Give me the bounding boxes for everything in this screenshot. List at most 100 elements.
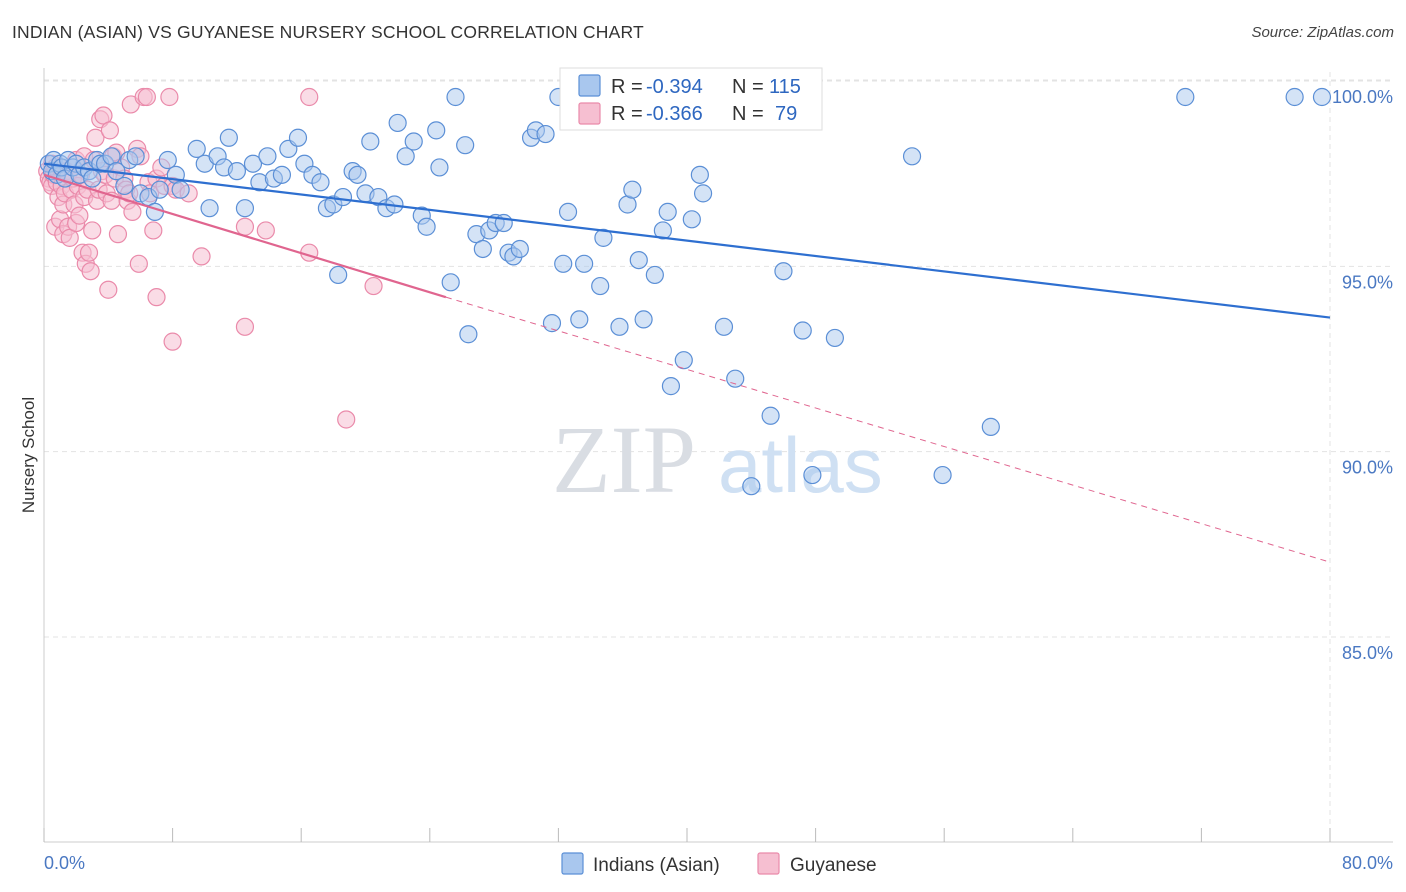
indians-asian-point (388, 113, 407, 133)
indians-asian-point (674, 351, 693, 370)
guyanese-point (147, 288, 166, 307)
indians-asian-point (981, 417, 1000, 436)
legend-swatch-blue (578, 74, 601, 97)
indians-asian-point (570, 310, 589, 329)
indians-asian-point (658, 202, 677, 222)
indians-asian-point (456, 136, 475, 155)
indians-asian-point (714, 317, 734, 336)
indians-asian-point (536, 124, 555, 144)
legend-r-label-1: R = (611, 76, 643, 98)
guyanese-point (81, 262, 100, 281)
chart-title: INDIAN (ASIAN) VS GUYANESE NURSERY SCHOO… (12, 22, 644, 42)
indians-asian-point (348, 165, 367, 184)
legend-n-value-1: 115 (769, 76, 801, 98)
indians-asian-point (726, 369, 745, 388)
indians-asian-point (158, 150, 177, 170)
indians-asian-point (200, 199, 219, 218)
guyanese-point (235, 217, 255, 236)
guyanese-point (235, 317, 255, 336)
indians-asian-point (361, 132, 380, 151)
watermark-atlas: atlas (718, 421, 883, 509)
legend-r-value-1: -0.394 (646, 76, 703, 98)
guyanese-point (144, 221, 163, 240)
guyanese-point (70, 206, 89, 225)
indians-asian-point (902, 147, 922, 166)
indians-asian-point (235, 199, 255, 218)
series-legend: Indians (Asian) Guyanese (561, 852, 877, 876)
indians-asian-point (591, 276, 610, 296)
indians-asian-point (661, 377, 681, 396)
y-tick-label: 95.0% (1342, 272, 1393, 292)
indians-asian-point (441, 273, 460, 292)
guyanese-point (86, 128, 105, 147)
indians-asian-point (510, 239, 529, 259)
guyanese-point (337, 410, 356, 429)
source-credit: Source: ZipAtlas.com (1251, 24, 1394, 41)
indians-asian-point (825, 328, 844, 348)
guyanese-point (163, 332, 182, 351)
indians-asian-points (39, 87, 1332, 496)
guyanese-point (160, 87, 179, 107)
guyanese-point (300, 87, 319, 107)
y-tick-labels: 85.0% 90.0% 95.0% 100.0% (1332, 87, 1393, 663)
x-tick-label-max: 80.0% (1342, 853, 1393, 873)
indians-asian-point (761, 406, 780, 425)
indians-asian-point (404, 132, 423, 151)
indians-asian-point (693, 184, 713, 203)
legend-swatch-pink (578, 102, 601, 125)
guyanese-point (83, 221, 102, 240)
indians-asian-point (115, 176, 134, 196)
indians-asian-point (690, 165, 709, 184)
indians-asian-point (629, 250, 648, 270)
indians-asian-point (542, 314, 562, 333)
legend-r-label-2: R = (611, 103, 643, 125)
bottom-legend-swatch-guyanese (757, 852, 780, 875)
legend-n-label-1: N = (732, 76, 764, 98)
indians-asian-point (396, 147, 415, 166)
indians-asian-point (430, 158, 449, 177)
bottom-legend-label-indians: Indians (Asian) (593, 855, 720, 876)
guyanese-point (256, 221, 275, 240)
legend-r-value-2: -0.366 (646, 103, 703, 125)
indians-asian-point (653, 221, 672, 240)
guyanese-point (108, 225, 128, 244)
indians-asian-point (187, 139, 206, 158)
axes-layer (43, 68, 1393, 843)
indians-asian-point (645, 265, 664, 285)
watermark-zip: ZIP (552, 406, 696, 513)
guyanese-point (364, 276, 383, 296)
indians-asian-point (126, 147, 145, 166)
guyanese-point (137, 87, 156, 107)
indians-asian-point (742, 477, 761, 496)
guyanese-trend-line (43, 173, 447, 299)
bottom-legend-label-guyanese: Guyanese (790, 855, 877, 876)
indians-asian-point (219, 128, 238, 147)
indians-asian-point (933, 465, 952, 485)
indians-asian-point (473, 239, 492, 259)
indians-asian-point (459, 325, 478, 344)
indians-asian-point (427, 121, 446, 140)
indians-asian-point (417, 217, 436, 236)
indians-asian-point (1312, 87, 1332, 107)
indians-asian-point (774, 262, 793, 281)
indians-asian-point (288, 128, 308, 147)
y-tick-label: 100.0% (1332, 87, 1393, 107)
indians-asian-point (150, 180, 169, 199)
indians-asian-point (446, 87, 465, 107)
guyanese-point (79, 243, 99, 262)
indians-asian-trend-line (43, 162, 1331, 319)
trend-lines (43, 162, 1331, 563)
indians-asian-point (610, 317, 629, 336)
indians-asian-point (554, 254, 573, 273)
y-tick-label: 85.0% (1342, 643, 1393, 663)
indians-asian-point (682, 210, 701, 229)
indians-asian-point (258, 147, 277, 166)
guyanese-point (129, 254, 148, 273)
indians-asian-point (227, 162, 246, 181)
guyanese-point (100, 121, 120, 140)
indians-asian-point (1176, 87, 1195, 107)
guyanese-points (38, 87, 383, 429)
guyanese-point (192, 247, 211, 266)
bottom-legend-swatch-indians (561, 852, 584, 875)
